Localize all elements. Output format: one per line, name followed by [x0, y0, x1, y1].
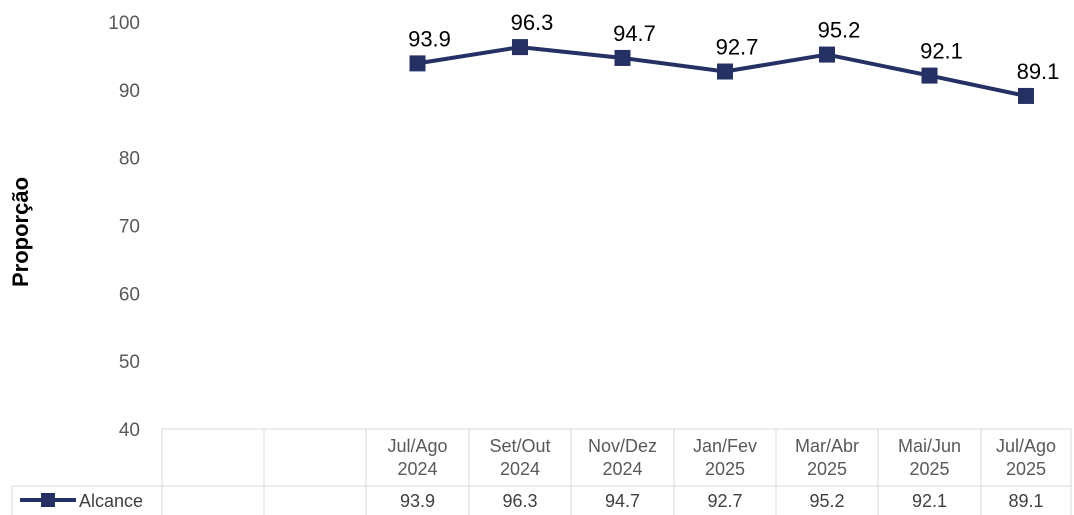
y-tick-label: 80 [119, 149, 140, 170]
y-axis-ticks: 40 50 60 70 80 90 100 [108, 13, 140, 441]
category-label-line2: 2025 [705, 459, 745, 479]
y-tick-label: 90 [119, 81, 140, 102]
data-point-marker [1018, 87, 1034, 104]
category-label-line1: Jan/Fev [693, 436, 757, 456]
data-point-marker [921, 67, 938, 84]
category-label-line2: 2024 [500, 459, 540, 479]
table-value: 96.3 [502, 491, 537, 511]
data-point-marker [717, 63, 733, 80]
y-tick-label: 100 [108, 13, 140, 34]
y-tick-label: 50 [119, 352, 140, 373]
category-label-line2: 2025 [807, 459, 847, 479]
data-point-marker [409, 55, 426, 72]
data-label: 92.1 [920, 39, 963, 64]
category-label-line2: 2025 [1006, 459, 1046, 479]
y-tick-label: 60 [119, 284, 140, 305]
y-axis-label: Proporção [8, 177, 33, 287]
legend-series-name: Alcance [79, 491, 143, 511]
data-point-marker [512, 39, 528, 56]
category-label-line1: Jul/Ago [387, 436, 447, 456]
category-label-line2: 2024 [397, 459, 437, 479]
table-value: 95.2 [809, 491, 844, 511]
data-label: 95.2 [818, 18, 861, 43]
data-point-marker [819, 46, 835, 63]
data-table: Jul/Ago 2024 Set/Out 2024 Nov/Dez 2024 Jan/Fev… [11, 428, 1072, 515]
category-label-line1: Nov/Dez [588, 436, 657, 456]
legend-marker [41, 493, 55, 507]
data-label: 92.7 [716, 35, 759, 60]
data-label: 93.9 [408, 26, 451, 51]
data-label: 89.1 [1017, 59, 1060, 84]
data-label: 96.3 [511, 10, 554, 35]
table-value: 89.1 [1008, 491, 1043, 511]
category-label-line1: Jul/Ago [996, 436, 1056, 456]
category-label-line2: 2025 [909, 459, 949, 479]
data-point-marker [614, 49, 631, 66]
y-tick-label: 70 [119, 217, 140, 238]
category-label-line1: Mar/Abr [795, 436, 859, 456]
category-label-line1: Mai/Jun [898, 436, 961, 456]
category-label-line2: 2024 [602, 459, 642, 479]
table-value: 93.9 [400, 491, 435, 511]
table-value: 92.7 [707, 491, 742, 511]
series-layer: 93.9 96.3 94.7 92.7 95.2 92.1 89.1 [408, 10, 1059, 104]
table-value: 94.7 [605, 491, 640, 511]
category-label-line1: Set/Out [489, 436, 550, 456]
table-value: 92.1 [912, 491, 947, 511]
data-label: 94.7 [613, 21, 656, 46]
y-tick-label: 40 [119, 420, 140, 441]
